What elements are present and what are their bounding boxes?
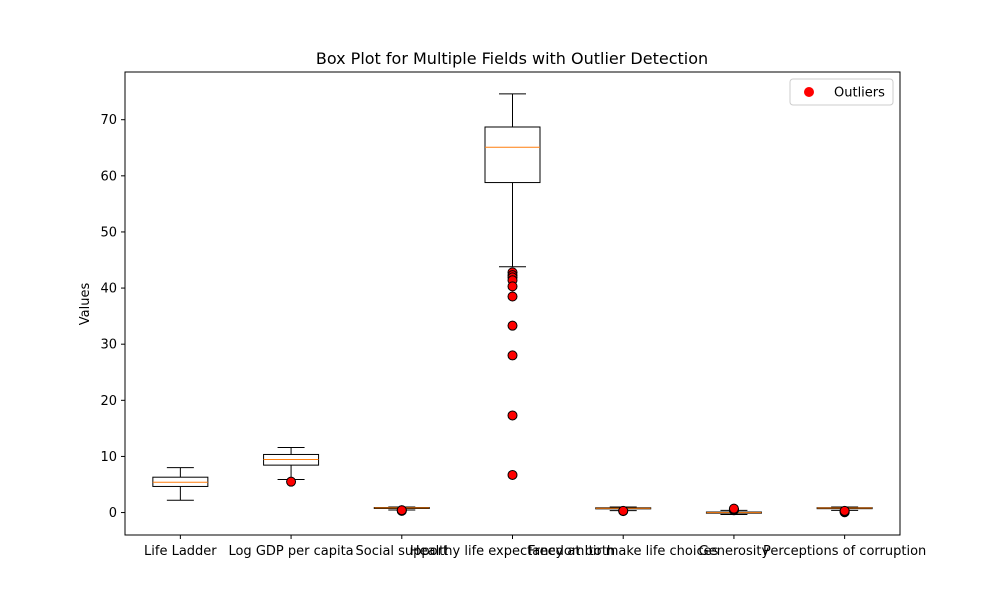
outlier-point [507,281,518,292]
y-tick-label: 20 [100,394,117,409]
y-tick-label: 50 [100,225,117,240]
x-tick-label: Healthy life expectancy at birth [410,544,615,559]
y-tick-label: 10 [100,450,117,465]
legend-label-outliers: Outliers [834,86,885,101]
x-tick-label: Log GDP per capita [228,544,353,559]
y-tick-label: 60 [100,169,117,184]
outlier-point [507,291,518,302]
plot-area: 0 10 20 30 40 50 60 70 Life Ladder Log GDP per ca… [100,71,926,559]
outlier-point [507,469,518,480]
outlier-point [286,476,297,487]
y-tick-label: 40 [100,282,117,297]
x-tick-label: Perceptions of corruption [763,544,926,559]
x-tick-label: Generosity [699,544,770,559]
y-tick-label: 70 [100,113,117,128]
legend-frame [789,78,894,106]
x-tick-label: Life Ladder [144,544,217,559]
outlier-point [507,410,518,421]
outlier-point [618,505,629,516]
y-tick-label: 0 [109,506,117,521]
outlier-point [839,505,850,516]
axes-frame [124,71,901,536]
outlier-point [728,503,739,514]
outlier-point [507,350,518,361]
x-tick-label: Social support [355,544,448,559]
iqr-box [484,126,541,184]
outlier-point [396,505,407,516]
chart-title: Box Plot for Multiple Fields with Outlie… [316,49,708,68]
y-tick-label: 30 [100,338,117,353]
y-axis-label: Values [78,283,93,326]
x-tick-label: Freedom to make life choices [528,544,719,559]
legend-marker-outliers [804,87,814,97]
legend: Outliers [789,78,894,106]
outlier-point [507,320,518,331]
